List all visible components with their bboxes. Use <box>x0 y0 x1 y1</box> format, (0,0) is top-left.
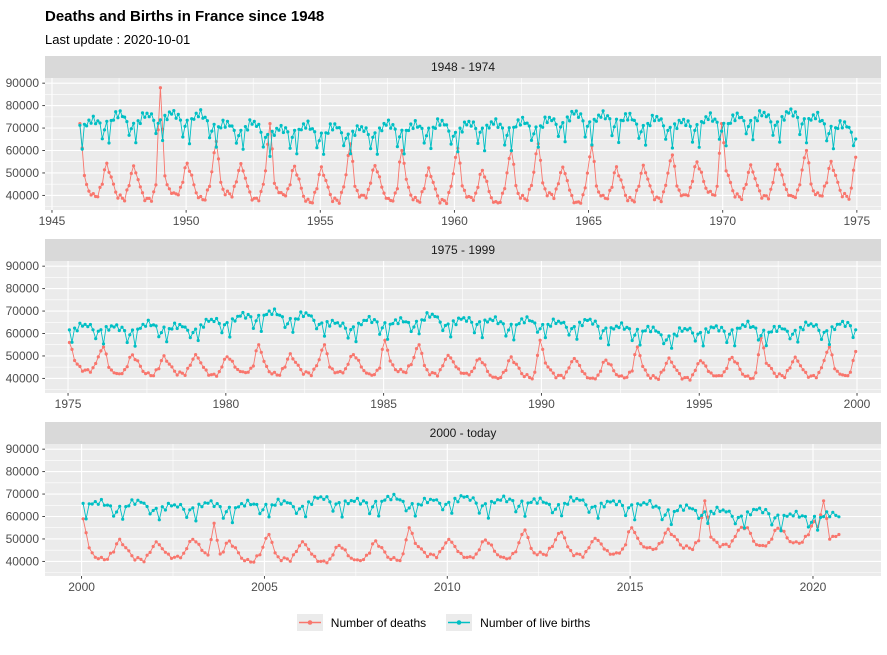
series-points-deaths <box>67 336 858 382</box>
x-tick-label: 2010 <box>434 580 461 594</box>
legend: Number of deaths Number of live births <box>0 614 887 631</box>
y-tick-label: 70000 <box>6 487 40 501</box>
facet-panel-2000-today: 2000 - today 40000 50000 60000 70000 80000 900… <box>6 422 881 594</box>
y-tick-label: 50000 <box>6 349 40 363</box>
y-tick-label: 50000 <box>6 532 40 546</box>
legend-key-deaths <box>296 614 323 631</box>
x-tick-label: 2000 <box>844 397 871 411</box>
x-tick-label: 1945 <box>39 214 66 228</box>
y-tick-label: 50000 <box>6 166 40 180</box>
x-tick-label: 1975 <box>844 214 871 228</box>
y-tick-label: 70000 <box>6 304 40 318</box>
facet-strip-label: 2000 - today <box>430 426 497 440</box>
x-tick-label: 1970 <box>709 214 736 228</box>
x-tick-label: 1965 <box>575 214 602 228</box>
facet-strip <box>45 56 881 78</box>
series-points-births <box>78 107 858 158</box>
facet-strip-label: 1948 - 1974 <box>431 60 495 74</box>
facet-strip <box>45 422 881 444</box>
x-tick-label: 2020 <box>800 580 827 594</box>
legend-item-deaths: Number of deaths <box>296 614 427 631</box>
x-tick-label: 1990 <box>528 397 555 411</box>
y-tick-label: 60000 <box>6 144 40 158</box>
facet-panel-1948-1974: 1948 - 1974 40000 50000 60000 70000 80000 9000… <box>6 56 881 228</box>
y-tick-label: 40000 <box>6 371 40 385</box>
y-tick-label: 80000 <box>6 99 40 113</box>
y-tick-label: 60000 <box>6 327 40 341</box>
x-tick-label: 2015 <box>617 580 644 594</box>
chart-subtitle: Last update : 2020-10-01 <box>45 32 191 47</box>
facet-strip <box>45 239 881 261</box>
legend-key-point <box>456 620 462 625</box>
x-tick-label: 1960 <box>441 214 468 228</box>
x-tick-label: 2005 <box>251 580 278 594</box>
y-tick-label: 90000 <box>6 76 40 90</box>
x-tick-label: 1975 <box>55 397 82 411</box>
facet-strip-label: 1975 - 1999 <box>431 243 495 257</box>
series-points-deaths <box>78 86 858 206</box>
legend-label-deaths: Number of deaths <box>330 615 427 630</box>
legend-label-births: Number of live births <box>480 615 591 630</box>
y-tick-label: 80000 <box>6 282 40 296</box>
series-line-births <box>79 107 857 157</box>
legend-key-births <box>446 614 473 631</box>
x-tick-label: 1950 <box>173 214 200 228</box>
x-tick-label: 1980 <box>212 397 239 411</box>
y-tick-label: 80000 <box>6 465 40 479</box>
facet-panel-1975-1999: 1975 - 1999 40000 50000 60000 70000 80000 9000… <box>6 239 881 411</box>
series-points-births <box>67 307 858 350</box>
legend-item-births: Number of live births <box>446 614 590 631</box>
series-points-births <box>81 492 841 533</box>
y-tick-label: 70000 <box>6 121 40 135</box>
x-tick-label: 1955 <box>307 214 334 228</box>
y-tick-label: 90000 <box>6 259 40 273</box>
y-tick-label: 60000 <box>6 510 40 524</box>
chart-title: Deaths and Births in France since 1948 <box>45 8 325 25</box>
x-tick-label: 2000 <box>68 580 95 594</box>
series-points-deaths <box>81 499 841 565</box>
y-tick-label: 40000 <box>6 188 40 202</box>
x-tick-label: 1985 <box>370 397 397 411</box>
y-tick-label: 40000 <box>6 554 40 568</box>
x-tick-label: 1995 <box>686 397 713 411</box>
chart-container: Deaths and Births in France since 1948 L… <box>0 8 887 631</box>
legend-key-point <box>307 620 313 625</box>
y-tick-label: 90000 <box>6 442 40 456</box>
